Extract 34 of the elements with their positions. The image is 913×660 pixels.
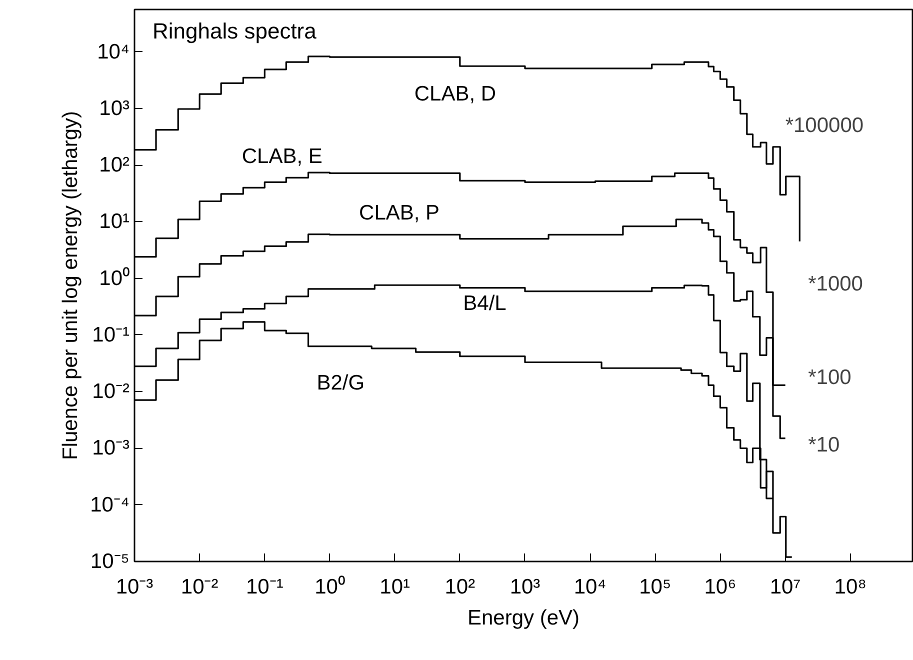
- y-tick-label: 10⁻¹: [92, 323, 130, 346]
- annotation: *10: [808, 434, 840, 457]
- x-tick-label: 10³: [510, 576, 540, 598]
- series-label: B2/G: [316, 371, 365, 394]
- y-tick-label: 10⁻⁵: [90, 550, 130, 573]
- y-tick-label: 10⁰: [99, 266, 130, 290]
- annotation: *100: [808, 366, 852, 389]
- series-label: CLAB, P: [359, 202, 440, 225]
- x-tick-label: 10¹: [380, 576, 410, 598]
- x-tick-label: 10⁻³: [116, 576, 154, 598]
- x-tick-label: 10⁰: [314, 576, 345, 598]
- annotation: *1000: [808, 272, 863, 296]
- chart-title: Ringhals spectra: [152, 18, 318, 44]
- series-label: B4/L: [463, 292, 506, 316]
- x-tick-label: 10⁻¹: [246, 576, 284, 598]
- annotation: *100000: [785, 114, 864, 137]
- series-label: CLAB, D: [414, 82, 496, 106]
- x-tick-label: 10⁵: [639, 576, 672, 598]
- x-tick-label: 10⁸: [834, 576, 867, 598]
- series-label: CLAB, E: [242, 144, 322, 168]
- x-tick-label: 10⁻²: [180, 576, 218, 598]
- y-tick-label: 10¹: [99, 210, 130, 234]
- x-tick-label: 10⁴: [574, 576, 606, 598]
- y-axis-title: Fluence per unit log energy (lethargy): [59, 110, 82, 460]
- x-axis-title: Energy (eV): [467, 606, 580, 630]
- y-tick-label: 10⁻²: [92, 380, 130, 404]
- x-tick-label: 10⁶: [704, 576, 736, 598]
- y-tick-label: 10²: [99, 154, 130, 177]
- y-tick-label: 10⁴: [97, 40, 130, 64]
- x-tick-label: 10²: [444, 576, 476, 598]
- y-tick-label: 10³: [99, 96, 130, 120]
- x-tick-label: 10⁷: [770, 576, 801, 598]
- y-tick-label: 10⁻⁴: [90, 493, 130, 516]
- y-tick-label: 10⁻³: [92, 436, 130, 460]
